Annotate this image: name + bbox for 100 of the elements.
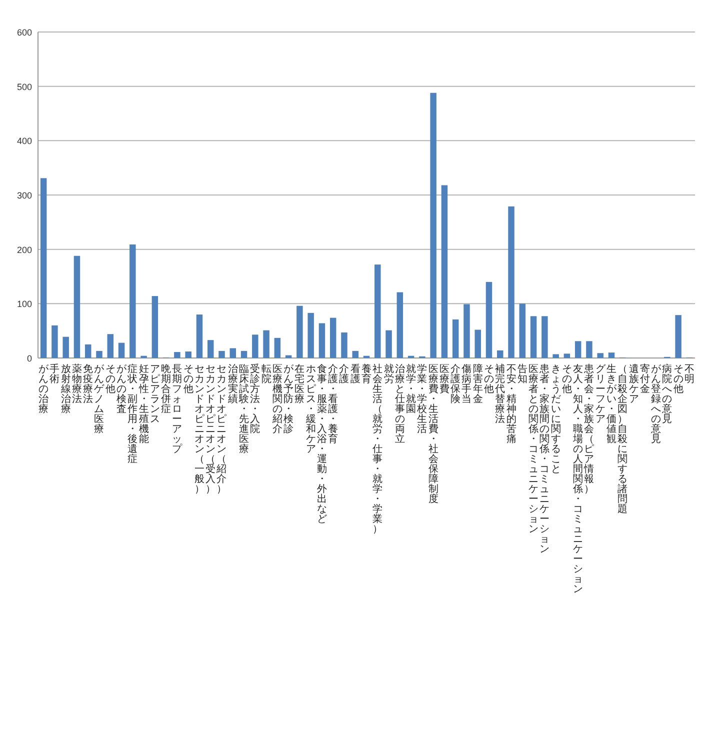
bar (452, 319, 459, 358)
x-tick-label: 免疫療法 (83, 363, 94, 405)
bar (430, 92, 436, 358)
bar (564, 354, 570, 358)
x-tick-label: 就労 (384, 363, 394, 385)
x-tick-label: 寄付金 (640, 363, 650, 395)
bar (263, 330, 270, 358)
x-tick-label: 薬物療法 (72, 363, 82, 405)
bar (386, 330, 392, 358)
bar (542, 316, 548, 358)
x-tick-label: 介護保険 (450, 363, 461, 405)
x-tick-label: 介護・看護・養育 (328, 363, 338, 445)
x-tick-label: 治療と仕事の両立 (394, 363, 405, 445)
x-tick-label: その他 (562, 364, 572, 395)
y-tick-label: 0 (26, 354, 32, 364)
bar (374, 264, 381, 358)
x-tick-label: 放射線治療 (60, 364, 71, 415)
category-label: セカンドオピニオン（受入） (206, 364, 216, 495)
category-label: 医療費・生活費・社会保障制度 (428, 364, 438, 505)
category-label: 患者・家族間の関係・コミュニケーション (540, 364, 550, 555)
category-label: 長期フォローアップ (172, 364, 182, 455)
x-tick-label: 就学・就園 (406, 363, 416, 415)
bar (486, 282, 492, 358)
bar (118, 342, 125, 358)
x-tick-label: 告知 (517, 363, 528, 385)
bar (174, 352, 180, 358)
x-tick-label: 病院への意見 (661, 363, 672, 425)
x-tick-label: その他 (673, 364, 684, 395)
bar (252, 334, 258, 358)
x-tick-label: 看護 (350, 363, 360, 385)
bar (464, 304, 470, 358)
x-tick-label: その他 (183, 364, 194, 395)
bar (130, 244, 136, 358)
y-tick-label: 500 (16, 82, 32, 92)
category-label: 友人・知人・職場の人間関係・コミュニケーション (573, 364, 584, 595)
x-tick-label: がんゲノム医療 (94, 364, 106, 435)
y-tick-label: 100 (16, 299, 32, 310)
bar (308, 312, 314, 358)
category-label: 食事・服薬・入浴・運動・外出など (316, 364, 327, 525)
bar (185, 351, 192, 358)
category-label: 症状・副作用・後遺症 (128, 364, 138, 465)
bar (84, 344, 92, 358)
bar (474, 330, 481, 358)
x-tick-label: 介護 (339, 363, 350, 385)
y-tick-label: 300 (16, 190, 32, 200)
x-tick-label: 不安・精神的苦痛 (506, 364, 516, 445)
bar (441, 185, 448, 358)
category-label: （自殺企図）自殺に関する諸問題 (618, 364, 628, 515)
x-tick-label: 手術 (50, 363, 60, 385)
category-label: 社会生活（就労・仕事・就学・学業） (372, 364, 383, 535)
bar (62, 336, 69, 358)
x-tick-label: 晩期合併症 (161, 363, 172, 415)
x-tick-label: 学業・学校生活 (416, 363, 428, 435)
category-label: セカンドオピニオン（一般） (194, 364, 204, 495)
bar (352, 350, 358, 358)
bar (40, 178, 47, 358)
x-tick-label: がんの検査 (116, 364, 128, 415)
bar (608, 352, 615, 358)
bar (597, 353, 604, 358)
bar (274, 338, 281, 358)
x-tick-label: 障害年金 (472, 363, 483, 405)
x-tick-label: 遺族ケア (628, 363, 639, 405)
bar (240, 350, 248, 358)
bar (196, 314, 203, 358)
bar (230, 348, 236, 358)
bar (152, 296, 158, 358)
x-tick-label: 在宅医療 (294, 363, 305, 405)
bar (74, 256, 80, 358)
x-tick-label: 治療実績 (226, 363, 238, 405)
x-tick-label: 養育 (362, 363, 372, 385)
x-tick-label: がん登録への意見 (650, 364, 662, 445)
category-label: ホスピス・緩和ケア (306, 364, 316, 455)
bar (107, 334, 114, 358)
bar (218, 350, 225, 358)
bar (574, 341, 582, 358)
x-tick-label: 医療費 (439, 364, 450, 395)
bar (586, 341, 592, 358)
x-tick-label: 補完代替療法 (494, 363, 506, 425)
bar (675, 315, 682, 358)
bar (530, 316, 537, 358)
x-tick-label: その他 (105, 364, 116, 395)
x-tick-label: 受診方法・入院 (250, 363, 260, 435)
bar (519, 304, 526, 358)
bar (207, 340, 214, 358)
x-tick-label: 不明 (684, 364, 694, 385)
x-tick-label: がん予防・検診 (284, 364, 295, 435)
bar (52, 325, 58, 358)
category-label: セカンドオピニオン（紹介） (216, 364, 227, 495)
x-tick-label: アピアランス (150, 364, 160, 425)
x-tick-label: 転院 (261, 364, 272, 385)
category-label: 患者会・家族会（ピア情報） (584, 364, 594, 495)
x-tick-label: 医療機関の紹介 (271, 364, 282, 435)
bar (96, 350, 102, 358)
x-tick-label: 生きがい・価値観 (606, 363, 618, 445)
bar (330, 318, 336, 358)
bar (396, 292, 404, 358)
category-label: 臨床試験・先進医療 (239, 364, 250, 455)
x-tick-label: 妊孕性・生殖機能 (138, 364, 149, 445)
x-tick-label: グリーフケア (595, 364, 606, 425)
bar (508, 206, 514, 358)
